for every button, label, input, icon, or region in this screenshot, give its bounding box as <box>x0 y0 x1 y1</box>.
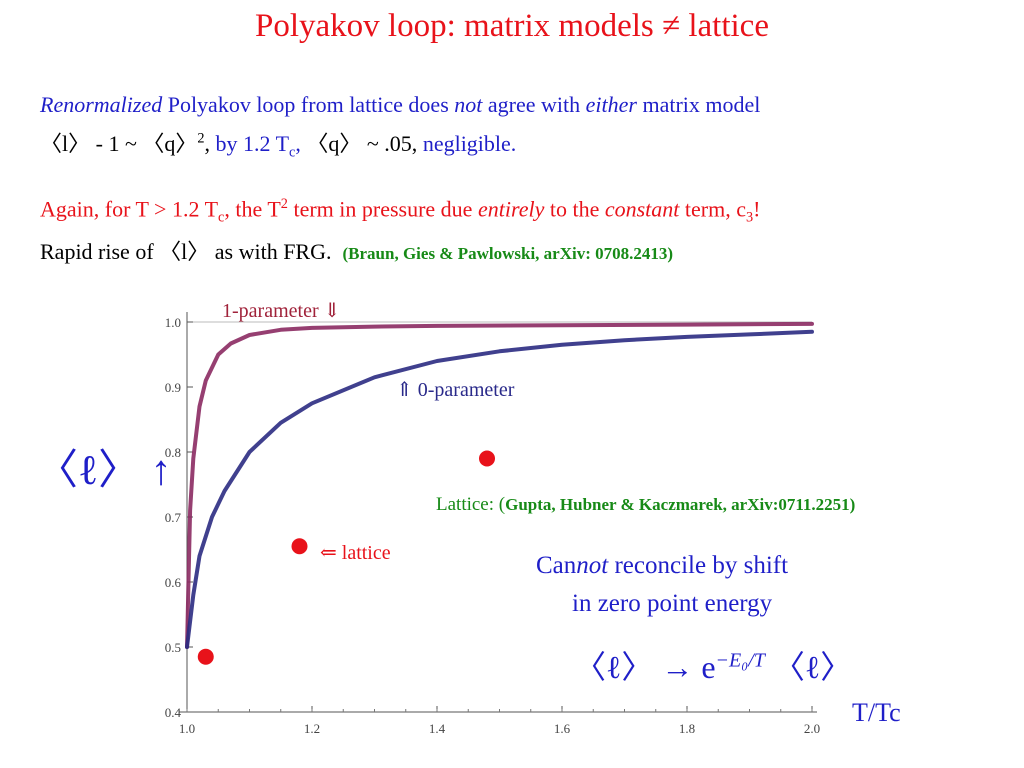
y-tick-label: 0.9 <box>165 380 181 395</box>
y-tick-label: 0.7 <box>165 510 182 525</box>
text-fragment: ! <box>753 196 761 222</box>
text-fragment: Can <box>536 552 577 579</box>
formula-left: 〈ℓ〉 → e <box>574 649 716 685</box>
subscript: c <box>218 209 225 226</box>
text-fragment: , <box>204 131 216 156</box>
not-word: not <box>576 552 609 579</box>
superscript: 2 <box>280 196 288 212</box>
text-fragment: Polyakov loop from lattice does <box>162 92 455 117</box>
shift-formula: 〈ℓ〉 → e−E₀/T 〈ℓ〉 <box>574 642 852 688</box>
entirely-word: entirely <box>477 196 545 222</box>
y-tick-label: 1.0 <box>165 315 181 330</box>
not-word: not <box>454 92 483 117</box>
chart-ticks: 0.4 0.5 0.6 0.7 0.8 0.9 1.0 1.0 1.2 1.4 1.6 1.8 2.0 <box>165 315 820 736</box>
formula-exponent: −E₀/T <box>715 649 765 672</box>
x-tick-label: 1.6 <box>554 721 571 736</box>
rapid-rise-text: Rapid rise of 〈l〉 as with FRG. <box>40 239 332 264</box>
by-tc-text: by 1.2 T <box>215 131 290 156</box>
q-value-text: 〈q〉 ~ .05, <box>300 131 423 156</box>
x-tick-label: 1.2 <box>304 721 320 736</box>
text-fragment: Again, for T > 1.2 T <box>40 196 219 222</box>
zero-parameter-curve <box>185 329 814 649</box>
text-fragment: matrix model <box>636 92 761 117</box>
x-tick-label: 1.4 <box>429 721 446 736</box>
x-tick-label: 1.0 <box>179 721 195 736</box>
subscript: 3 <box>746 209 754 226</box>
lattice-ref-authors: Gupta, Hubner & Kaczmarek, arXiv:0711.22… <box>505 495 856 514</box>
x-tick-label: 1.8 <box>679 721 695 736</box>
subscript: c <box>289 144 296 161</box>
x-tick-label: 2.0 <box>804 721 820 736</box>
lattice-reference: Lattice: (Gupta, Hubner & Kaczmarek, arX… <box>436 494 855 516</box>
frg-reference: (Braun, Gies & Pawlowski, arXiv: 0708.24… <box>342 244 674 263</box>
y-tick-label: 0.6 <box>165 575 182 590</box>
negligible-word: negligible. <box>422 131 517 156</box>
text-fragment: term in pressure due <box>287 196 478 222</box>
loop-relation-line: 〈l〉 - 1 ~ 〈q〉2, by 1.2 Tc, 〈q〉 ~ .05, ne… <box>40 126 516 161</box>
text-fragment: term, c <box>679 196 746 222</box>
rapid-rise-line: Rapid rise of 〈l〉 as with FRG. (Braun, G… <box>40 234 673 266</box>
lattice-point <box>479 450 495 467</box>
relation-text: 〈l〉 - 1 ~ 〈q〉 <box>40 131 198 156</box>
y-tick-label: 0.4 <box>165 705 182 720</box>
text-fragment: , the T <box>224 196 281 222</box>
either-word: either <box>585 92 637 117</box>
lattice-point <box>197 648 214 665</box>
chart-series <box>185 321 814 649</box>
y-tick-label: 0.5 <box>165 640 181 655</box>
text-fragment: reconcile by shift <box>608 552 789 579</box>
text-fragment: to the <box>544 196 605 222</box>
x-axis-label: T/Tc <box>852 698 901 727</box>
y-tick-label: 0.8 <box>165 445 181 460</box>
zero-parameter-label: ⇑ 0-parameter <box>396 379 515 401</box>
again-line: Again, for T > 1.2 Tc, the T2 term in pr… <box>40 196 760 227</box>
constant-word: constant <box>604 196 680 222</box>
one-parameter-label: 1-parameter ⇓ <box>222 300 341 322</box>
one-parameter-curve <box>185 321 814 649</box>
formula-right: 〈ℓ〉 <box>764 649 853 685</box>
zero-point-line: in zero point energy <box>572 590 773 617</box>
renormalized-line: Renormalized Polyakov loop from lattice … <box>40 92 760 118</box>
lattice-point <box>291 538 308 555</box>
lattice-arrow-label: ⇐ lattice <box>320 542 391 564</box>
lattice-points <box>197 450 495 665</box>
text-fragment: agree with <box>482 92 586 117</box>
cannot-reconcile-line: Cannot reconcile by shift <box>536 552 788 580</box>
y-axis-label: 〈ℓ〉 ↑ <box>36 448 172 494</box>
lattice-ref-prefix: Lattice: ( <box>436 494 506 515</box>
superscript: 2 <box>197 130 205 147</box>
text-fragment: , <box>295 131 301 156</box>
renormalized-word: Renormalized <box>40 92 163 117</box>
page-title: Polyakov loop: matrix models ≠ lattice <box>255 8 769 44</box>
